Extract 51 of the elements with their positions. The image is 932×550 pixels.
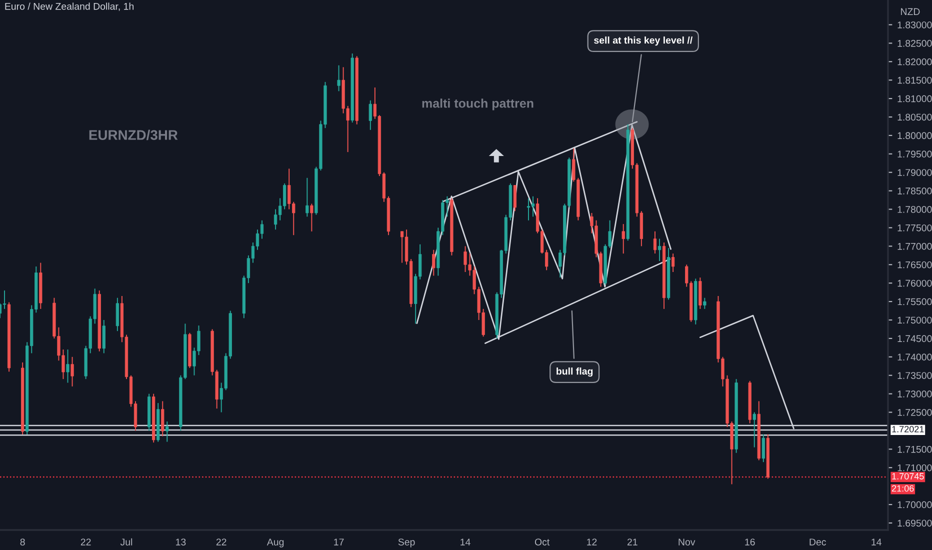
y-tick-label: 1.76500 xyxy=(898,261,932,268)
x-tick-label: Dec xyxy=(810,538,826,546)
annotation: sell at this key level // xyxy=(594,36,692,46)
annotation: bull flag xyxy=(556,368,593,377)
text: 21:06 xyxy=(892,485,914,492)
x-tick-label: Jul xyxy=(120,538,132,546)
x-tick-label: 22 xyxy=(80,538,91,546)
x-tick-label: Oct xyxy=(534,538,550,546)
y-tick-label: 1.79500 xyxy=(898,150,932,158)
y-tick-label: 1.70000 xyxy=(898,501,932,508)
x-tick-label: 14 xyxy=(872,538,882,546)
y-tick-label: 1.80000 xyxy=(898,132,932,140)
x-tick-label: 13 xyxy=(176,538,186,546)
y-tick-label: 1.74500 xyxy=(898,335,932,342)
y-tick-label: 1.72500 xyxy=(898,408,932,416)
x-tick-label: 21 xyxy=(627,538,638,546)
y-tick-label: 1.71500 xyxy=(898,446,932,453)
x-tick-label: 12 xyxy=(587,538,597,546)
y-tick-label: 1.81500 xyxy=(898,76,932,84)
x-tick-label: Sep xyxy=(398,538,415,548)
y-tick-label: 1.73500 xyxy=(898,372,932,379)
x-tick-label: 8 xyxy=(20,538,25,546)
y-tick-label: 1.77500 xyxy=(898,224,932,232)
ref-line-label: 1.70745 xyxy=(892,473,924,480)
x-tick-label: 14 xyxy=(460,538,470,546)
chart-title: Euro / New Zealand Dollar, 1h xyxy=(5,2,134,11)
y-tick-label: 1.75000 xyxy=(898,316,932,324)
y-tick-label: 1.76000 xyxy=(898,280,932,287)
y-tick-label: 1.81000 xyxy=(898,95,932,102)
x-tick-label: 16 xyxy=(745,538,755,546)
x-tick-label: 22 xyxy=(216,538,226,546)
annotation: EURNZD/3HR xyxy=(89,130,178,140)
y-tick-label: 1.73000 xyxy=(898,390,932,398)
y-tick-label: 1.71000 xyxy=(898,464,932,472)
y-tick-label: 1.78000 xyxy=(898,206,932,213)
y-tick-label: 1.80500 xyxy=(898,114,932,121)
x-tick-label: Nov xyxy=(678,538,696,546)
y-tick-label: 1.82500 xyxy=(898,40,932,47)
y-axis-title: NZD xyxy=(901,8,920,15)
x-tick-label: Aug xyxy=(266,538,284,548)
annotation: malti touch pattren xyxy=(422,98,534,110)
y-tick-label: 1.74000 xyxy=(898,354,932,361)
y-tick-label: 1.79000 xyxy=(898,169,932,176)
ref-line-label: 1.72021 xyxy=(892,426,924,432)
y-tick-label: 1.77000 xyxy=(898,242,932,250)
y-tick-label: 1.82000 xyxy=(898,58,932,66)
y-tick-label: 1.69500 xyxy=(898,520,932,527)
y-tick-label: 1.78500 xyxy=(898,188,932,194)
x-tick-label: 17 xyxy=(334,538,344,546)
y-tick-label: 1.75500 xyxy=(898,298,932,306)
y-tick-label: 1.83000 xyxy=(898,21,932,28)
